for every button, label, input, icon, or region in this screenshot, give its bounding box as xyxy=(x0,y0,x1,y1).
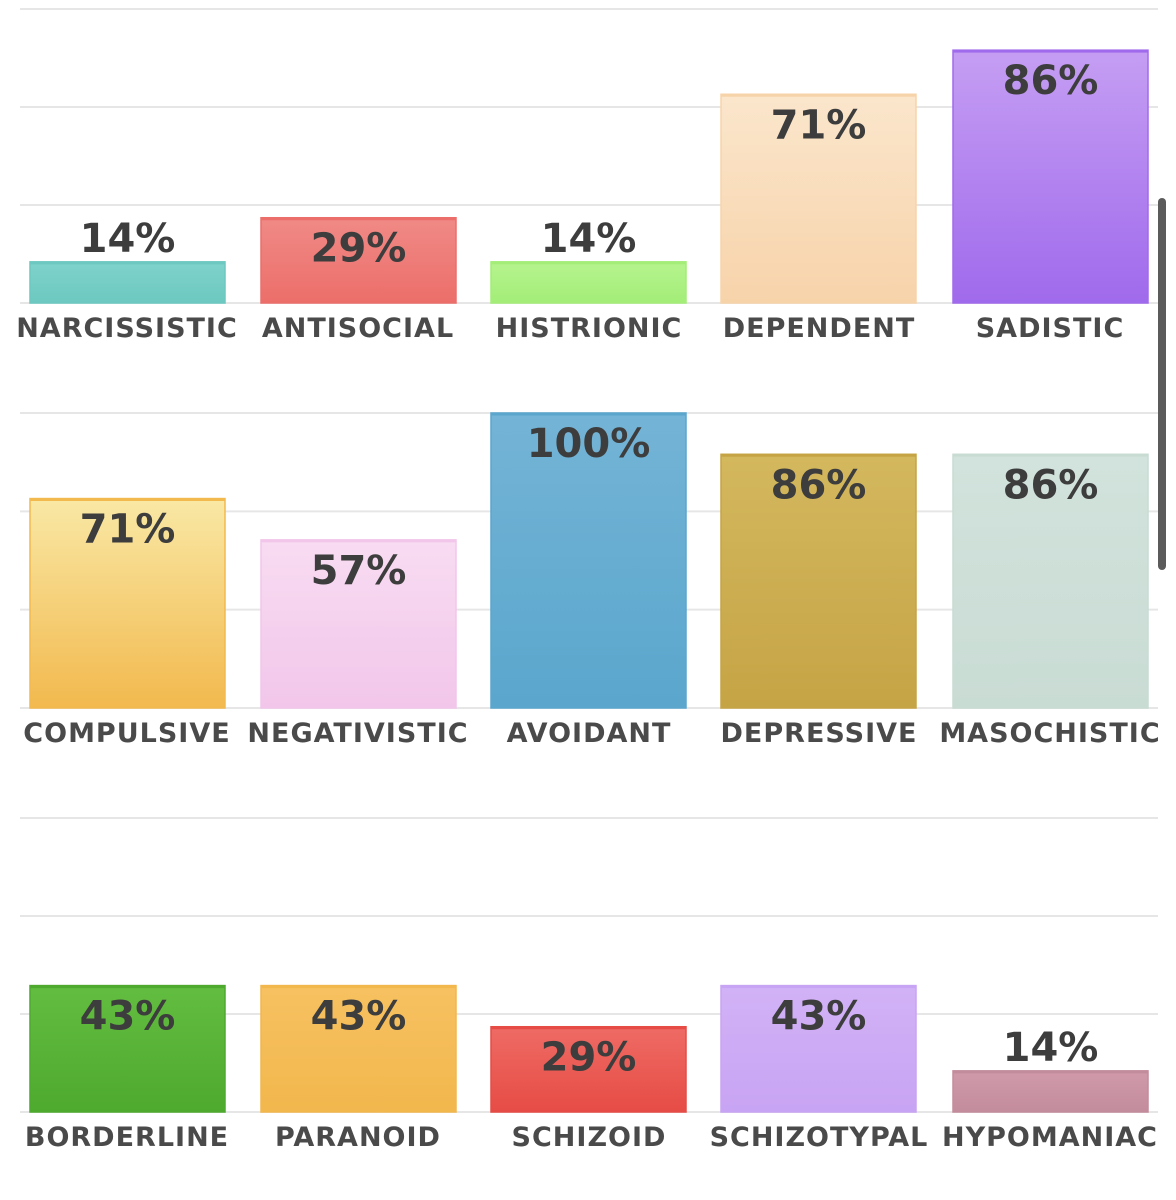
value-label: 29% xyxy=(541,1035,637,1081)
category-label: DEPENDENT xyxy=(723,313,916,344)
value-label: 71% xyxy=(771,102,867,148)
category-label: SCHIZOTYPAL xyxy=(710,1122,929,1153)
category-label: BORDERLINE xyxy=(25,1122,229,1153)
value-label: 43% xyxy=(771,994,867,1040)
bar-sadistic xyxy=(952,49,1149,304)
bar-masochistic xyxy=(952,453,1149,709)
value-label: 86% xyxy=(771,462,867,508)
category-label: ANTISOCIAL xyxy=(262,313,454,344)
value-label: 100% xyxy=(527,421,651,467)
value-label: 86% xyxy=(1003,462,1099,508)
vertical-scrollbar[interactable] xyxy=(1158,198,1166,570)
bar-avoidant xyxy=(490,412,687,709)
bar-hypomaniac xyxy=(952,1070,1149,1113)
bar-paranoid xyxy=(260,984,457,1113)
value-label: 43% xyxy=(311,994,407,1040)
bar-histrionic xyxy=(490,261,687,304)
category-label: MASOCHISTIC xyxy=(939,718,1160,749)
bar-compulsive xyxy=(29,497,226,709)
value-label: 71% xyxy=(80,507,176,553)
value-label: 86% xyxy=(1003,58,1099,104)
category-label: SCHIZOID xyxy=(512,1122,667,1153)
bar-borderline xyxy=(29,984,226,1113)
category-label: NARCISSISTIC xyxy=(16,313,238,344)
category-label: HYPOMANIAC xyxy=(942,1122,1158,1153)
category-label: DEPRESSIVE xyxy=(721,718,918,749)
value-label: 14% xyxy=(541,216,637,262)
category-label: NEGATIVISTIC xyxy=(247,718,468,749)
bar-negativistic xyxy=(260,539,457,709)
value-label: 14% xyxy=(1003,1025,1099,1071)
bar-narcissistic xyxy=(29,261,226,304)
bar-antisocial xyxy=(260,216,457,304)
value-label: 57% xyxy=(311,548,407,594)
category-label: AVOIDANT xyxy=(507,718,672,749)
category-label: COMPULSIVE xyxy=(23,718,230,749)
bar-dependent xyxy=(720,93,917,304)
bar-schizotypal xyxy=(720,984,917,1113)
category-label: HISTRIONIC xyxy=(496,313,683,344)
bar-depressive xyxy=(720,453,917,709)
value-label: 43% xyxy=(80,994,176,1040)
value-label: 29% xyxy=(311,226,407,272)
value-label: 14% xyxy=(80,216,176,262)
category-label: PARANOID xyxy=(275,1122,441,1153)
category-label: SADISTIC xyxy=(976,313,1125,344)
